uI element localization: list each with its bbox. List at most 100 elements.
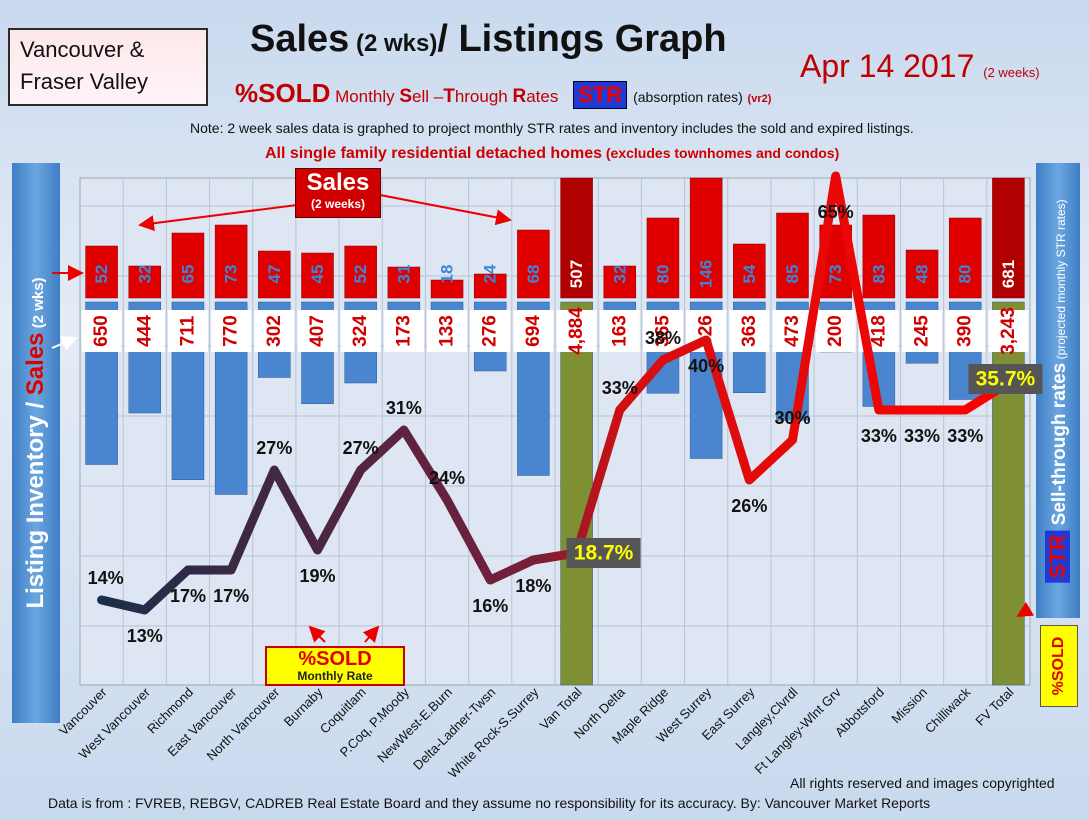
inventory-label: 418 bbox=[868, 315, 889, 347]
inventory-label: 200 bbox=[825, 315, 846, 347]
sold-callout-text: %SOLD bbox=[298, 648, 372, 670]
sold-desc-1: Monthly bbox=[330, 87, 400, 106]
percent-label: 17% bbox=[170, 586, 206, 606]
percent-label: 18% bbox=[515, 576, 551, 596]
inventory-label: 245 bbox=[912, 315, 933, 347]
inventory-label-bg bbox=[556, 310, 597, 352]
sales-bar bbox=[214, 224, 248, 299]
inventory-label-bg bbox=[945, 310, 986, 352]
percent-label: 16% bbox=[472, 596, 508, 616]
sales-value-label: 24 bbox=[481, 264, 500, 283]
scope-main: All single family residential detached h… bbox=[265, 145, 602, 162]
inventory-label: 407 bbox=[307, 315, 328, 347]
percent-labels-group: 14% 13% 17% 17% 27% 19% 27% 31% 24% 16% 18% 18.7% 33… bbox=[88, 202, 1043, 646]
sales-bar bbox=[473, 273, 507, 299]
percent-label: 33% bbox=[947, 426, 983, 446]
sales-bar bbox=[733, 243, 766, 299]
percent-label: 19% bbox=[299, 566, 335, 586]
sold-rate-line bbox=[97, 171, 1013, 615]
inventory-label: 324 bbox=[350, 315, 371, 347]
inventory-bar bbox=[560, 301, 593, 686]
left-axis-label: Listing Inventory / Sales (2 wks) bbox=[12, 163, 60, 723]
inventory-label: 694 bbox=[523, 315, 544, 347]
percent-label: 65% bbox=[818, 202, 854, 222]
inventory-label: 163 bbox=[609, 315, 630, 347]
inventory-labels-group: 650 444 711 770 302 407 324 173 133 276 694 4,884 16… bbox=[81, 307, 1029, 355]
sales-labels-group: 52 32 65 73 47 45 52 31 18 24 68 507 32 80 146 54 85 73 83… bbox=[92, 260, 1018, 288]
category-label: North Vancouver bbox=[204, 684, 283, 763]
date-note: (2 weeks) bbox=[983, 65, 1040, 80]
sales-value-label: 80 bbox=[956, 265, 975, 284]
sales-value-label: 32 bbox=[135, 265, 154, 284]
sales-value-label: 73 bbox=[222, 265, 241, 284]
inventory-label: 302 bbox=[264, 315, 285, 347]
sales-value-label: 32 bbox=[610, 265, 629, 284]
sold-callout-sub: Monthly Rate bbox=[297, 669, 373, 683]
sales-value-label: 146 bbox=[697, 260, 716, 288]
sales-bar bbox=[905, 249, 939, 299]
inventory-label-bg bbox=[470, 310, 511, 352]
sales-bar bbox=[992, 177, 1025, 299]
str-arrow bbox=[1016, 601, 1035, 618]
inventory-label-bg bbox=[297, 310, 338, 352]
sales-bar bbox=[689, 177, 723, 299]
percent-total-label: 35.7% bbox=[976, 368, 1036, 391]
percent-total-bg bbox=[968, 364, 1043, 394]
str-desc: (absorption rates) bbox=[633, 89, 743, 105]
sales-bar bbox=[344, 245, 377, 299]
inventory-label: 473 bbox=[782, 315, 803, 347]
inventory-label: 363 bbox=[739, 315, 760, 347]
inventory-label-bg bbox=[81, 310, 122, 352]
brand-line-2: Fraser Valley bbox=[20, 69, 148, 94]
inventory-label-bg bbox=[167, 310, 208, 352]
inventory-label-bg bbox=[988, 310, 1029, 352]
percent-label: 33% bbox=[904, 426, 940, 446]
sales-bar bbox=[776, 212, 809, 299]
inventory-label-bg bbox=[427, 310, 468, 352]
inventory-label-bg bbox=[513, 310, 554, 352]
sales-value-label: 85 bbox=[783, 265, 802, 284]
sold-callout: %SOLD Monthly Rate bbox=[265, 646, 405, 686]
sales-value-label: 681 bbox=[999, 260, 1018, 288]
sales-bar bbox=[387, 266, 421, 299]
category-label: FV Total bbox=[972, 684, 1016, 728]
date-text: Apr 14 2017 bbox=[800, 48, 975, 84]
percent-label: 13% bbox=[127, 626, 163, 646]
sales-bar bbox=[517, 229, 550, 299]
inventory-bar bbox=[992, 301, 1025, 686]
percent-label: 24% bbox=[429, 468, 465, 488]
sales-callout-sub: (2 weeks) bbox=[310, 197, 366, 211]
inventory-axis-arrow bbox=[51, 336, 78, 351]
brand-line-1: Vancouver & bbox=[20, 37, 145, 62]
sales-bar bbox=[85, 245, 118, 299]
title-rest: / Listings Graph bbox=[437, 18, 727, 60]
sold-label: %SOLD bbox=[235, 78, 331, 108]
note-text: Note: 2 week sales data is graphed to pr… bbox=[190, 120, 914, 136]
sold-desc-r: R bbox=[512, 86, 527, 107]
scope-text: All single family residential detached h… bbox=[265, 145, 839, 163]
report-date: Apr 14 2017 (2 weeks) bbox=[800, 48, 1040, 85]
sales-callout: Sales (2 weeks) bbox=[295, 168, 381, 218]
sales-bar bbox=[430, 279, 464, 299]
inventory-label-bg bbox=[815, 310, 856, 352]
rights-text: All rights reserved and images copyright… bbox=[790, 775, 1055, 791]
percent-label: 31% bbox=[386, 398, 422, 418]
inventory-label: 4,884 bbox=[566, 307, 587, 355]
sales-value-label: 80 bbox=[653, 265, 672, 284]
inventory-label: 770 bbox=[221, 315, 242, 347]
inventory-label-bg bbox=[902, 310, 943, 352]
sales-bar bbox=[646, 217, 680, 299]
sales-bar bbox=[258, 250, 291, 299]
sales-bar bbox=[171, 232, 205, 299]
sales-bar bbox=[128, 265, 162, 299]
subtitle: %SOLD Monthly Sell –Through Rates STR (ab… bbox=[235, 78, 771, 109]
brand-box: Vancouver & Fraser Valley bbox=[8, 28, 208, 106]
percent-label: 40% bbox=[688, 356, 724, 376]
sales-value-label: 47 bbox=[265, 265, 284, 284]
inventory-label: 365 bbox=[652, 315, 673, 347]
percent-label: 33% bbox=[602, 378, 638, 398]
chart-title: Sales (2 wks)/ Listings Graph bbox=[250, 18, 727, 61]
sales-value-label: 45 bbox=[308, 265, 327, 284]
version-tag: (vr2) bbox=[747, 93, 772, 105]
category-label: Delta-Ladner-Twsn bbox=[410, 685, 498, 773]
